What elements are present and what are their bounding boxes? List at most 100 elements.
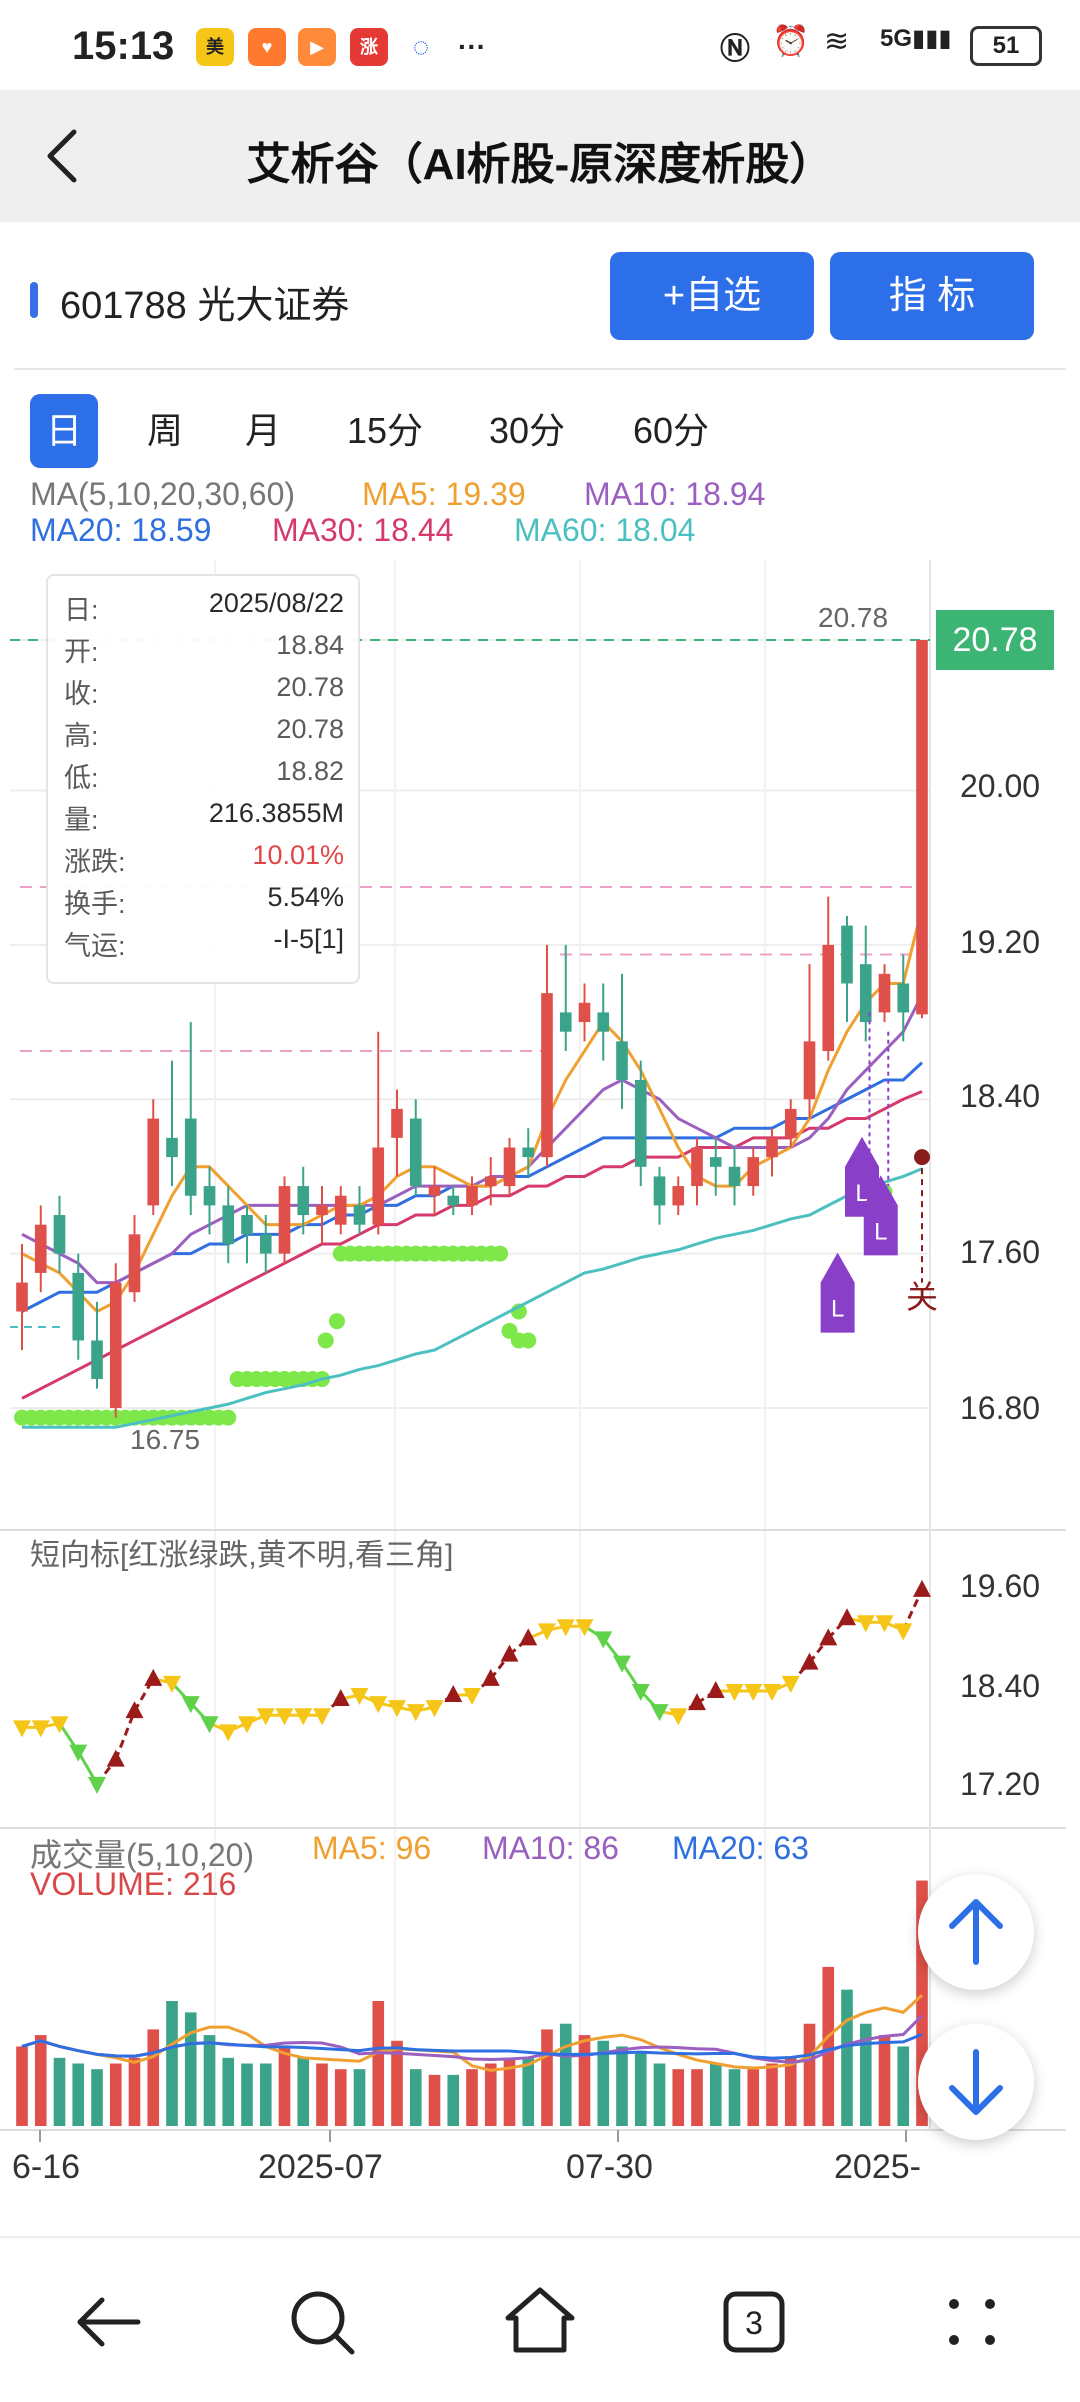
browser-back-button[interactable] xyxy=(66,2280,150,2364)
candle-body xyxy=(297,1186,310,1216)
alarm-icon: ⏰ xyxy=(772,25,810,58)
candle-body xyxy=(916,640,928,1015)
short-indicator-triangle xyxy=(331,1689,350,1707)
meituan-app-icon: 美 xyxy=(196,28,234,66)
volume-bar xyxy=(466,2069,478,2126)
high-price-marker: 20.78 xyxy=(818,602,889,633)
short-indicator-triangle xyxy=(31,1720,50,1738)
short-indicator-triangle xyxy=(463,1688,481,1705)
volume-bar xyxy=(147,2029,160,2126)
tooltip-key: 量: xyxy=(64,805,99,835)
short-indicator-triangle xyxy=(125,1701,144,1719)
price-axis-label: 18.40 xyxy=(960,1078,1041,1114)
home-button[interactable] xyxy=(498,2278,582,2362)
candle-body xyxy=(672,1186,685,1206)
candle-body xyxy=(372,1147,385,1225)
divider xyxy=(14,368,1066,370)
short-indicator-triangle xyxy=(369,1696,388,1714)
candle-body xyxy=(559,1012,572,1032)
short-indicator-triangle xyxy=(575,1619,594,1637)
short-indicator-triangle xyxy=(819,1628,838,1646)
volume-bar xyxy=(822,1966,835,2126)
tab-day[interactable]: 日 xyxy=(30,394,98,468)
zhang-app-icon: 涨 xyxy=(350,28,388,66)
menu-button[interactable] xyxy=(930,2280,1014,2364)
tooltip-value: 18.82 xyxy=(276,756,344,786)
candle-body xyxy=(147,1118,160,1206)
short-indicator-triangle xyxy=(425,1700,444,1718)
volume-bar xyxy=(841,1989,853,2126)
candle-body xyxy=(653,1176,666,1206)
price-axis-label: 20.00 xyxy=(960,768,1041,804)
candle-body xyxy=(616,1041,628,1080)
back-button[interactable] xyxy=(36,120,96,190)
volume-bar xyxy=(203,2035,216,2126)
short-indicator-triangle xyxy=(856,1615,875,1633)
volume-bar xyxy=(559,2023,572,2126)
indicator-button[interactable]: 指 标 xyxy=(830,252,1034,340)
ma20-label: MA20: 18.59 xyxy=(30,512,212,548)
volume-bar xyxy=(409,2069,422,2126)
volume-bar xyxy=(503,2057,516,2126)
volume-bar xyxy=(634,2052,647,2126)
volume-bar xyxy=(372,2001,385,2126)
tab-30min[interactable]: 30分 xyxy=(488,410,566,451)
kline-chart[interactable]: LLL xyxy=(0,560,1080,2200)
candle-body xyxy=(259,1234,272,1254)
volume-bar xyxy=(72,2063,85,2126)
short-indicator-triangle xyxy=(725,1683,744,1701)
scroll-down-button[interactable] xyxy=(918,2024,1034,2140)
tooltip-row: 低: 18.82 xyxy=(64,756,344,798)
candle-body xyxy=(34,1224,47,1273)
tooltip-row: 涨跌: 10.01% xyxy=(64,840,344,882)
short-indicator-triangle xyxy=(200,1716,219,1734)
volume-bar xyxy=(166,2001,178,2126)
short-indicator-triangle xyxy=(406,1704,425,1722)
l-signal-marker xyxy=(820,1252,855,1333)
short-indicator-triangle xyxy=(144,1668,163,1686)
short-indicator-triangle xyxy=(256,1708,275,1726)
tab-week[interactable]: 周 xyxy=(146,410,183,451)
volume-bar xyxy=(691,2069,703,2126)
candle-body xyxy=(241,1215,253,1235)
volume-bar xyxy=(334,2069,347,2126)
tab-60min[interactable]: 60分 xyxy=(632,410,710,451)
volume-bar xyxy=(522,2057,535,2126)
volume-bar xyxy=(109,2063,122,2126)
scroll-up-button[interactable] xyxy=(918,1874,1034,1990)
volume-bar xyxy=(766,2063,778,2126)
wifi-icon: ≋ xyxy=(824,25,850,58)
x-axis-label: 2025- xyxy=(834,2148,921,2186)
volume-bar xyxy=(34,2035,47,2126)
candle-body xyxy=(166,1137,178,1158)
tabs-button[interactable]: 3 xyxy=(712,2280,796,2364)
candle-body xyxy=(278,1186,291,1254)
tooltip-key: 开: xyxy=(64,637,99,667)
candle-body xyxy=(747,1157,760,1187)
candle-body xyxy=(391,1108,403,1138)
volume-bar xyxy=(616,2046,628,2126)
tooltip-value: 10.01% xyxy=(252,840,344,870)
volume-bar xyxy=(391,2040,403,2126)
candle-body xyxy=(128,1234,141,1293)
short-indicator-triangle xyxy=(913,1579,931,1597)
arrow-left-icon xyxy=(77,2297,141,2347)
search-button[interactable] xyxy=(280,2280,364,2364)
tab-15min[interactable]: 15分 xyxy=(346,410,424,451)
tab-month[interactable]: 月 xyxy=(244,410,281,451)
short-axis-label: 19.60 xyxy=(960,1568,1041,1604)
short-indicator-triangle xyxy=(106,1749,125,1767)
status-time: 15:13 xyxy=(72,24,175,68)
volume-bar xyxy=(597,2040,610,2126)
short-axis-label: 18.40 xyxy=(960,1668,1041,1704)
candle-body xyxy=(878,973,891,1013)
short-indicator-triangle xyxy=(50,1716,69,1734)
add-watchlist-button[interactable]: +自选 xyxy=(610,252,814,340)
nfc-icon: Ⓝ xyxy=(720,33,750,66)
candle-body xyxy=(541,993,553,1158)
close-signal-label: 关 xyxy=(906,1279,939,1315)
x-axis-label: 6-16 xyxy=(12,2148,81,2186)
candle-tooltip: 日: 2025/08/22 开: 18.84 收: 20.78 高: 20.78 低: 18.82… xyxy=(46,574,360,984)
chat-bubble-icon: ◌ xyxy=(412,31,430,62)
volume-bar xyxy=(16,2046,28,2126)
